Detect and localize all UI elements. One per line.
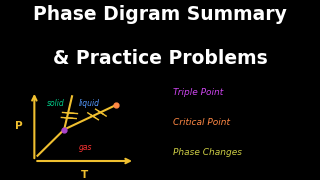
Text: P: P [15,121,22,131]
Text: Critical Point: Critical Point [172,118,229,127]
Text: & Practice Problems: & Practice Problems [52,49,268,68]
Text: liquid: liquid [78,99,99,108]
Text: Triple Point: Triple Point [172,88,223,97]
Text: T: T [81,170,88,180]
Text: Phase Changes: Phase Changes [172,148,242,157]
Text: solid: solid [47,99,65,108]
Text: gas: gas [78,143,92,152]
Text: Phase Digram Summary: Phase Digram Summary [33,5,287,24]
